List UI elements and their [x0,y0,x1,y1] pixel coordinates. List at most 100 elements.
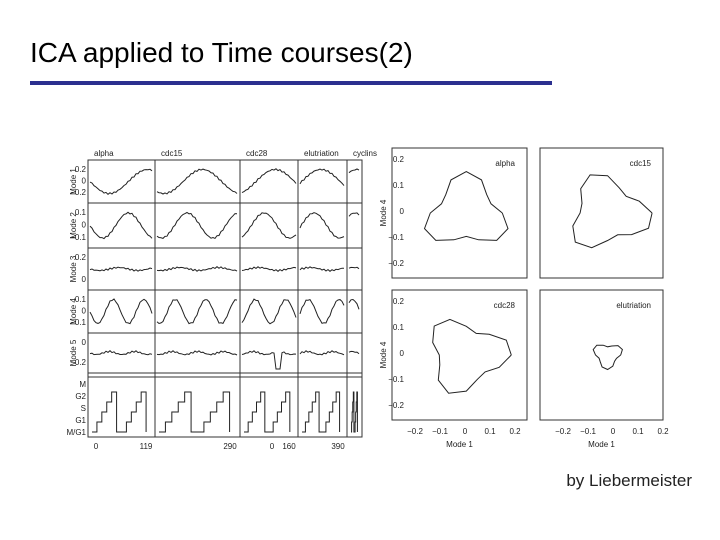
y-axis-label: Mode 4 [379,341,388,368]
x-tick-label: −0.1 [580,427,596,436]
phase-trace [351,391,358,433]
y-tick-label: −0.1 [388,375,404,384]
x-tick-label: −0.1 [432,427,448,436]
y-tick-label: 0 [400,349,405,358]
phase-trace [302,391,341,433]
x-tick-label: 0.2 [657,427,669,436]
row-tick-label: −0.1 [70,233,86,242]
phase-label: G2 [75,392,86,401]
row-tick-label: 0.1 [75,295,87,304]
y-axis-label: Mode 4 [379,199,388,226]
y-tick-label: 0.1 [393,181,405,190]
trace [241,168,297,194]
trace [156,350,238,356]
trace [299,299,345,324]
row-tick-label: 0.2 [75,165,87,174]
x-tick-label: 0.1 [484,427,496,436]
y-tick-label: 0.2 [393,155,405,164]
phase-label: M/G1 [66,428,86,437]
column-label: alpha [94,149,114,158]
y-tick-label: 0.1 [393,323,405,332]
x-tick-label: 0.1 [632,427,644,436]
row-tick-label: 0.1 [75,208,87,217]
trace [299,212,345,239]
trace [89,211,153,240]
trace [89,266,153,272]
panel-label: cdc28 [494,301,516,310]
phase-label: M [79,380,86,389]
x-tick-label: 0 [270,442,275,451]
x-tick-label: −0.2 [555,427,571,436]
x-tick-label: 0 [463,427,468,436]
panel-frame [87,159,363,438]
trace [156,211,238,240]
trace [89,298,153,325]
x-tick-label: 119 [140,442,153,451]
scatter-frame [391,289,528,421]
trace [348,350,360,355]
row-tick-label: 0 [82,307,87,316]
row-label: Mode 1 [69,168,78,195]
row-tick-label: 0 [82,275,87,284]
row-label: Mode 2 [69,212,78,239]
trace [156,299,238,325]
y-tick-label: 0.2 [393,297,405,306]
row-tick-label: 0 [82,338,87,347]
x-tick-label: 0 [611,427,616,436]
row-label: Mode 5 [69,339,78,366]
trace [156,168,238,195]
trajectory [572,174,653,249]
scatter-frame [539,147,664,279]
trace [299,266,345,272]
row-label: Mode 4 [69,298,78,325]
trace [348,266,360,270]
x-axis-label: Mode 1 [446,440,473,449]
phase-trace [92,391,147,433]
credit: by Liebermeister [566,471,692,490]
y-tick-label: −0.2 [388,401,404,410]
y-tick-label: 0 [400,207,405,216]
trajectory [423,171,509,241]
column-label: elutriation [304,149,339,158]
trace [156,266,238,272]
trace [348,168,360,174]
row-label: Mode 3 [69,255,78,282]
x-tick-label: 0.2 [509,427,521,436]
column-label: cdc15 [161,149,183,158]
row-tick-label: 0 [82,221,87,230]
trace [348,212,360,217]
phase-trace [159,391,231,433]
row-tick-label: −0.1 [70,318,86,327]
trace [89,350,153,356]
scatter-frame [391,147,528,279]
panel-label: alpha [495,159,515,168]
row-tick-label: 0.2 [75,253,87,262]
x-tick-label: 160 [282,442,296,451]
x-tick-label: 390 [331,442,345,451]
trace [299,168,345,186]
panel-label: elutriation [616,301,651,310]
phase-label: G1 [75,416,86,425]
trajectory [592,344,623,371]
y-tick-label: −0.2 [388,259,404,268]
trace [89,168,153,195]
phase-label: S [81,404,86,413]
panel-label: cdc15 [630,159,652,168]
column-label: cyclins [353,149,377,158]
slide-title: ICA applied to Time courses(2) [30,37,413,68]
trace [241,350,297,370]
row-tick-label: 0 [82,177,87,186]
trajectory [432,318,512,394]
x-tick-label: 290 [223,442,237,451]
trace [241,298,297,325]
x-axis-label: Mode 1 [588,440,615,449]
trace [241,212,297,239]
row-tick-label: −0.2 [70,188,86,197]
x-tick-label: −0.2 [407,427,423,436]
title-underline [30,81,552,85]
trace [241,266,297,272]
trace [348,298,360,310]
y-tick-label: −0.1 [388,233,404,242]
